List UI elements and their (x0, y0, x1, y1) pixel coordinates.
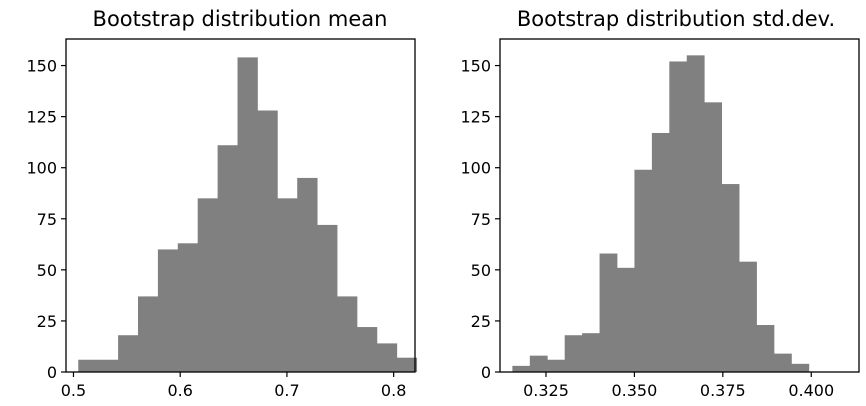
stddev-y-tick-label: 75 (471, 210, 491, 229)
mean-histogram-panel: 0 25 50 75 100 125 150 0.5 0.6 0.7 0.8 Bootstrap di… (26, 7, 418, 400)
stddev-histogram-bar (582, 333, 600, 372)
stddev-histogram-bar (651, 132, 670, 372)
mean-histogram-bar (237, 57, 258, 372)
mean-chart-title: Bootstrap distribution mean (93, 7, 388, 31)
mean-histogram-bar (297, 177, 318, 372)
mean-x-tick-label: 0.8 (381, 381, 406, 400)
mean-histogram-bar (118, 335, 139, 372)
stddev-histogram-bar (686, 55, 705, 372)
stddev-histogram-bar (773, 353, 792, 372)
mean-histogram-bar (137, 296, 159, 372)
mean-y-tick-label: 100 (26, 159, 57, 178)
mean-histogram-bar (356, 327, 378, 372)
mean-histogram-bar (157, 249, 179, 372)
stddev-histogram-bar (529, 355, 548, 372)
stddev-histogram-bar (791, 363, 810, 372)
stddev-histogram-bar (512, 365, 531, 372)
stddev-histogram-bar (704, 102, 723, 372)
mean-histogram-bar (98, 359, 119, 372)
mean-histogram-bar (337, 296, 358, 372)
mean-y-tick-label: 50 (37, 261, 57, 280)
stddev-y-tick-label: 100 (460, 159, 491, 178)
stddev-histogram-bar (547, 359, 566, 372)
stddev-histogram-bar (739, 261, 757, 372)
mean-histogram-bar (376, 343, 398, 372)
stddev-chart-title: Bootstrap distribution std.dev. (517, 7, 835, 31)
stddev-x-tick-label: 0.325 (523, 381, 569, 400)
stddev-y-tick-label: 125 (460, 108, 491, 127)
mean-histogram-bar (177, 243, 199, 372)
stddev-histogram-bar (599, 253, 618, 372)
mean-axes-frame (65, 38, 416, 373)
mean-histogram-bar (277, 198, 298, 372)
mean-y-tick-label: 25 (37, 312, 57, 331)
stddev-histogram-bar (634, 169, 653, 372)
mean-histogram-bar (217, 145, 238, 372)
mean-x-tick-label: 0.7 (274, 381, 299, 400)
mean-histogram-bar (396, 357, 418, 372)
stddev-histogram-panel: 0 25 50 75 100 125 150 0.325 0.350 0.375 0.400 Boot… (460, 7, 860, 400)
stddev-x-tick-label: 0.400 (788, 381, 834, 400)
mean-y-tick-label: 125 (26, 108, 57, 127)
mean-x-tick-label: 0.5 (61, 381, 86, 400)
mean-y-tick-label: 150 (26, 57, 57, 76)
stddev-histogram-bar (756, 325, 775, 372)
stddev-y-tick-label: 0 (481, 363, 491, 382)
stddev-histogram-bar (617, 267, 635, 372)
stddev-axes-frame (499, 38, 860, 373)
stddev-y-tick-label: 50 (471, 261, 491, 280)
mean-histogram-bar (78, 359, 99, 372)
stddev-y-tick-label: 150 (460, 57, 491, 76)
stddev-histogram-bar (721, 184, 740, 372)
mean-x-tick-label: 0.6 (167, 381, 192, 400)
mean-y-tick-label: 0 (47, 363, 57, 382)
mean-histogram-bar (257, 110, 278, 373)
mean-histogram-bar (317, 224, 338, 372)
stddev-x-tick-label: 0.375 (700, 381, 746, 400)
stddev-histogram-bar (669, 61, 688, 373)
stddev-x-tick-label: 0.350 (611, 381, 657, 400)
mean-y-tick-label: 75 (37, 210, 57, 229)
stddev-histogram-bar (564, 335, 583, 372)
stddev-y-tick-label: 25 (471, 312, 491, 331)
mean-histogram-bar (197, 198, 219, 372)
